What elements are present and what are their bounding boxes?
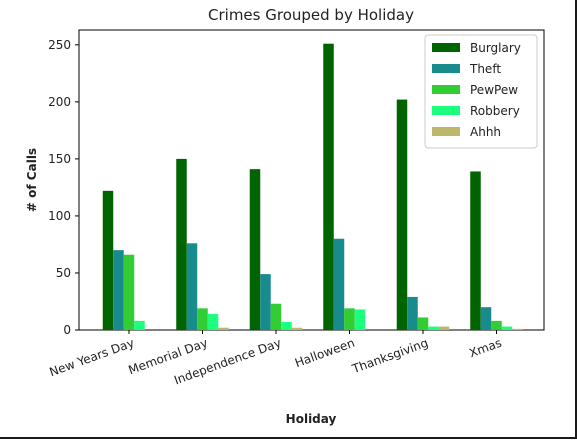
legend-box	[424, 34, 538, 149]
bar-ahhh-1	[218, 327, 229, 330]
y-tick-label-5: 250	[48, 38, 71, 52]
x-tick-label-3: Halloween	[293, 336, 357, 371]
y-axis: 0 50 100 150 200 250	[48, 38, 79, 337]
bar-ahhh-2	[291, 327, 303, 330]
bar-theft-5	[480, 307, 492, 330]
bar-robbery-2	[281, 322, 292, 330]
y-tick-label-2: 100	[48, 209, 71, 223]
bar-ahhh-4	[438, 326, 450, 330]
bar-pewpew-1	[197, 308, 208, 330]
bar-burglary-1	[176, 158, 187, 330]
legend-label-theft: Theft	[469, 62, 501, 76]
y-tick-label-3: 150	[48, 152, 71, 166]
bar-pewpew-5	[491, 320, 502, 330]
bar-theft-4	[407, 296, 418, 330]
x-tick-label-4: Thanksgiving	[349, 336, 430, 377]
legend-swatch-ahhh	[432, 127, 460, 136]
legend-swatch-robbery	[432, 106, 460, 115]
legend-swatch-pewpew	[432, 85, 460, 94]
bar-pewpew-0	[123, 254, 135, 330]
y-tick-label-0: 0	[63, 323, 71, 337]
bar-robbery-5	[501, 326, 513, 330]
chart-title: Crimes Grouped by Holiday	[208, 6, 414, 24]
legend-label-ahhh: Ahhh	[470, 125, 501, 139]
legend: Burglary Theft PewPew Robbery Ahhh	[424, 34, 538, 149]
legend-label-burglary: Burglary	[470, 41, 521, 55]
bars-group	[102, 43, 523, 331]
y-tick-label-1: 50	[56, 266, 71, 280]
bar-ahhh-5	[512, 328, 523, 330]
legend-swatch-theft	[432, 64, 460, 73]
bar-theft-0	[113, 250, 124, 330]
bar-pewpew-3	[344, 308, 355, 330]
bar-robbery-0	[134, 320, 145, 330]
x-tick-label-5: Xmas	[467, 336, 503, 361]
y-tick-label-4: 200	[48, 95, 71, 109]
bar-burglary-5	[470, 171, 481, 330]
y-axis-label: # of Calls	[25, 148, 39, 212]
legend-label-robbery: Robbery	[470, 104, 520, 118]
x-tick-label-0: New Years Day	[47, 336, 136, 380]
legend-swatch-burglary	[432, 43, 460, 52]
bar-pewpew-2	[270, 303, 282, 330]
bar-burglary-0	[102, 190, 114, 330]
x-axis-label: Holiday	[286, 412, 337, 426]
bar-theft-2	[260, 274, 271, 330]
bar-robbery-4	[428, 326, 439, 330]
bar-robbery-1	[207, 314, 219, 330]
legend-label-pewpew: PewPew	[470, 83, 518, 97]
bar-burglary-3	[323, 43, 334, 331]
bar-theft-1	[186, 243, 198, 330]
bar-pewpew-4	[417, 317, 429, 330]
bar-burglary-4	[396, 99, 408, 330]
bar-burglary-2	[249, 169, 261, 330]
bar-robbery-3	[354, 309, 366, 330]
bar-theft-3	[333, 238, 345, 330]
